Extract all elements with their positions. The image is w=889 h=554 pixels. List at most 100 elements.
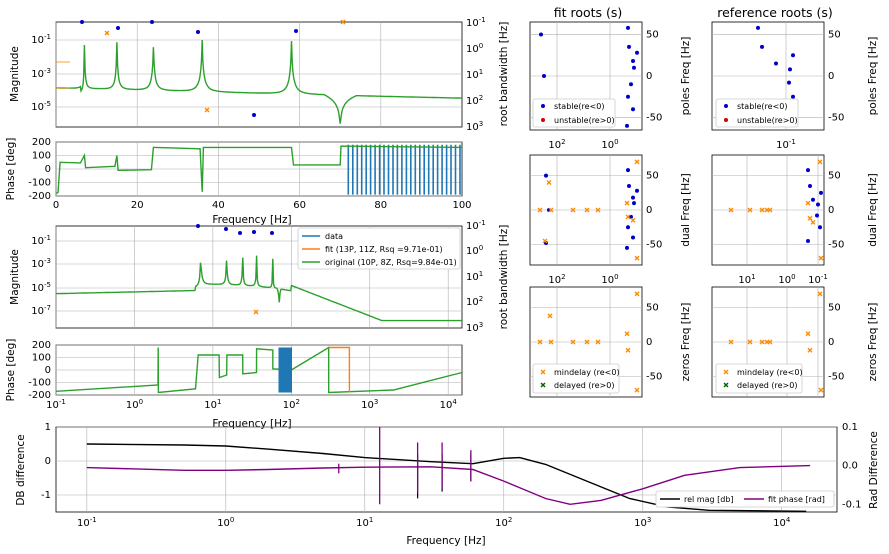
ref-pole-point	[788, 67, 792, 72]
phase-lin-xtick: 20	[131, 200, 144, 211]
fit-poles-legend-unstable-label: unstable(re>0)	[554, 116, 615, 125]
fit-poles-legend-box	[532, 98, 616, 128]
phase-log-ytick: -100	[28, 378, 51, 389]
phase-log-xtick: 104	[440, 398, 458, 411]
fit-dual-zero-point-b	[570, 207, 576, 213]
fit-dual-xtick: 100	[601, 273, 618, 286]
ref-dual-zero-point	[805, 200, 811, 206]
ref-dual-zero-point	[728, 207, 734, 213]
diff-y2label: Rad Difference	[868, 431, 880, 509]
ref-zeros-legend-delayed	[723, 382, 729, 388]
fit-dual-zero-point	[542, 238, 548, 244]
ref-zero-point-b	[767, 339, 773, 345]
mag-lin-ytick: 10-1	[31, 33, 51, 46]
fit-dual-zero-point	[548, 207, 554, 213]
mag-lin-zero-marker	[340, 19, 346, 25]
mag-log-ytick: 10-3	[31, 257, 51, 270]
fit-dual-zero-point	[537, 207, 543, 213]
phase-lin-xtick: 0	[53, 200, 59, 211]
diff-y2tick: 0.1	[842, 422, 858, 433]
mag-lin-y2tick: 103	[466, 120, 483, 133]
ref-zeros-ytick: 50	[828, 303, 841, 314]
fit-dual-pole-point	[627, 183, 631, 188]
mag-log-zero-marker-b	[253, 309, 259, 315]
fit-dual-zero-point-b	[542, 238, 548, 244]
fit-dual-pole-point	[629, 214, 633, 219]
ref-dual-zero-point	[810, 219, 816, 225]
fit-dual-ytick: 50	[646, 171, 659, 182]
diff-xtick: 101	[356, 516, 373, 529]
ref-zero-point	[759, 339, 765, 345]
ref-dual-zero-point	[747, 207, 753, 213]
phase-lin-xlabel: Frequency [Hz]	[212, 214, 291, 226]
ref-dual-ytick: 50	[828, 171, 841, 182]
fit-zeros-legend-mindelay-b	[540, 369, 546, 375]
fit-zero-point-b	[624, 331, 630, 337]
fit-zeros-ytick: 50	[646, 303, 659, 314]
fit-zeros-legend-delayed	[540, 382, 546, 388]
diff-relmag-line	[86, 443, 807, 512]
mag-log-pole-marker	[196, 224, 200, 228]
ref-zero-point-b	[747, 339, 753, 345]
diff-ylabel: DB difference	[15, 434, 27, 505]
ref-dual-zero-point-b	[810, 219, 816, 225]
fit-roots-title: fit roots (s)	[554, 5, 623, 20]
mag-log-pole-marker	[224, 227, 228, 231]
ref-dual-pole-point	[811, 197, 815, 202]
phase-log-xtick: 100	[126, 398, 143, 411]
fit-zeros-ytick: -50	[646, 371, 662, 382]
phase-lin-xtick: 80	[374, 200, 387, 211]
diff-legend-relmag-label: rel mag [db]	[684, 495, 734, 504]
phase-lin-ylabel: Phase [deg]	[5, 138, 17, 201]
fit-poles-xtick: 100	[601, 138, 618, 151]
mag-lin-y2label: root bandwidth [Hz]	[498, 22, 510, 127]
diff-xtick: 102	[495, 516, 512, 529]
fit-poles-legend-stable	[541, 104, 545, 108]
fit-poles-ytick: -50	[646, 113, 662, 124]
ref-zeros-legend-mindelay-b	[723, 369, 729, 375]
fit-dual-pole-point	[631, 235, 635, 240]
fit-legend-label: fit (13P, 11Z, Rsq =9.71e-01)	[325, 245, 443, 254]
fit-pole-point	[631, 59, 635, 64]
fit-dual-zero-point-b	[546, 180, 552, 185]
fit-pole-point	[635, 50, 639, 55]
phase-log-original-line	[55, 346, 463, 394]
ref-dual-zero-point-b	[807, 215, 813, 221]
fit-zero-point	[634, 291, 640, 297]
ref-dual-pole-point	[819, 190, 823, 195]
phase-lin-ytick: 200	[32, 137, 51, 148]
fit-zero-point-b	[537, 339, 543, 345]
fit-dual-pole-point	[544, 173, 548, 178]
fit-dual-zero-point-b	[624, 200, 630, 206]
mag-log-y2label: root bandwidth [Hz]	[498, 225, 510, 330]
fit-poles-xtick: 102	[548, 138, 565, 151]
fit-dual-zero-point	[634, 255, 640, 261]
mag-lin-zero-marker-b	[204, 107, 210, 113]
phase-log-xtick: 101	[204, 398, 221, 411]
fit-zero-point-b	[595, 339, 601, 345]
fit-dual-pole-point	[631, 195, 635, 200]
ref-zero-point	[817, 291, 823, 297]
fit-legend-label: data	[325, 232, 343, 241]
ref-dual-zero-point	[817, 159, 823, 165]
ref-poles-ytick: -50	[828, 113, 844, 124]
ref-dual-xtick: 101	[738, 273, 755, 286]
ref-poles-ylabel: poles Freq [Hz]	[867, 37, 879, 116]
ref-poles-ytick: 50	[828, 29, 841, 40]
mag-log-y2tick: 100	[466, 244, 483, 257]
fit-zero-point	[537, 339, 543, 345]
ref-dual-pole-point	[815, 213, 819, 218]
ref-dual-xtick: 100	[778, 273, 795, 286]
phase-lin-original-line	[55, 145, 463, 194]
fit-pole-point	[631, 107, 635, 112]
mag-lin-pole-marker	[294, 29, 298, 33]
ref-zero-point	[747, 339, 753, 345]
fit-dual-pole-point	[635, 188, 639, 193]
fit-poles-ytick: 0	[646, 71, 652, 82]
diff-phase-line	[86, 464, 811, 506]
fit-zero-point-b	[570, 339, 576, 345]
mag-lin-pole-marker	[196, 30, 200, 34]
ref-poles-legend-box	[715, 98, 799, 128]
fit-dual-pole-point	[632, 201, 636, 206]
phase-lin-ytick: -200	[28, 191, 51, 202]
